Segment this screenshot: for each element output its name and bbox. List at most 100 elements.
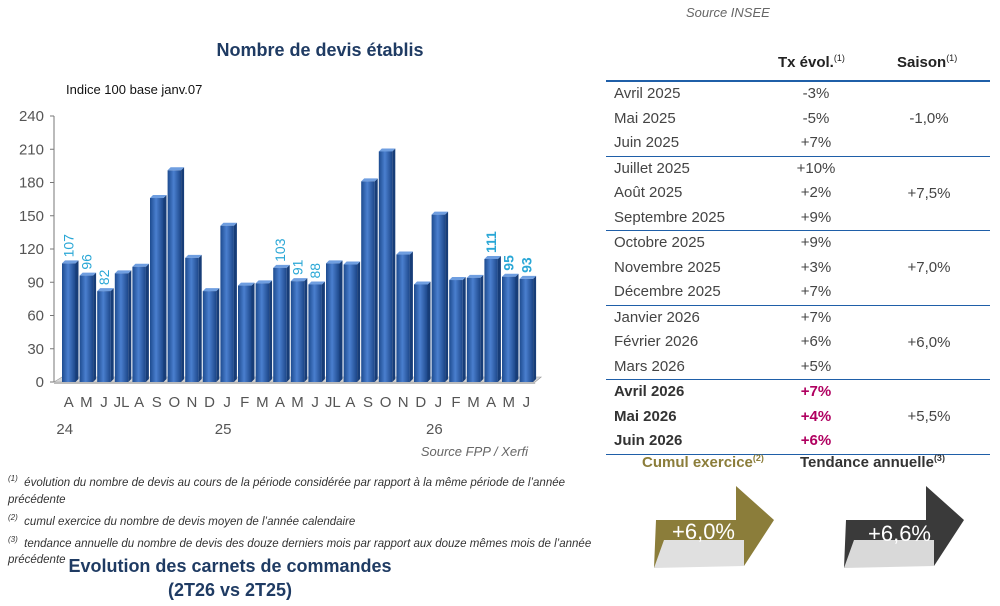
month-cell: Septembre 2025 bbox=[614, 208, 725, 226]
bar bbox=[396, 254, 410, 382]
x-tick-label: M bbox=[467, 394, 480, 411]
table-row: Mai 2026 +4% bbox=[606, 405, 990, 430]
bar-side bbox=[198, 254, 202, 382]
x-tick-label: A bbox=[134, 394, 144, 411]
bar bbox=[484, 258, 498, 382]
bar-top bbox=[167, 167, 185, 171]
data-label: 91 bbox=[290, 259, 306, 275]
x-tick-label: JL bbox=[114, 394, 130, 411]
month-cell: Juillet 2025 bbox=[614, 159, 690, 177]
x-tick-label: M bbox=[256, 394, 269, 411]
month-cell: Octobre 2025 bbox=[614, 234, 705, 251]
bar bbox=[238, 285, 252, 382]
bar-top bbox=[326, 260, 343, 264]
bar-side bbox=[216, 288, 220, 382]
bar bbox=[343, 264, 358, 382]
x-tick-label: M bbox=[503, 394, 516, 411]
bar-side bbox=[269, 280, 273, 382]
bar bbox=[79, 275, 94, 382]
table-header: Tx évol.(1) Saison(1) bbox=[606, 46, 990, 82]
bar-top bbox=[255, 280, 273, 284]
x-tick-label: J bbox=[523, 394, 531, 411]
x-tick-label: J bbox=[311, 394, 319, 411]
table-row: Juin 2025 +7% bbox=[606, 131, 990, 156]
x-tick-label: J bbox=[223, 394, 231, 411]
tx-cell: -3% bbox=[802, 85, 830, 102]
bar-top bbox=[308, 281, 325, 285]
bar-top bbox=[114, 270, 132, 274]
bar-side bbox=[357, 261, 361, 382]
chart-subtitle: Indice 100 base janv.07 bbox=[66, 82, 203, 97]
bar-top bbox=[484, 255, 501, 259]
col-tx-header: Tx évol.(1) bbox=[778, 53, 845, 71]
bar-top bbox=[79, 272, 97, 276]
bar-top bbox=[361, 178, 378, 182]
bar bbox=[290, 281, 305, 382]
table-row: Mars 2026 +5% bbox=[606, 355, 990, 380]
bar-top bbox=[414, 281, 431, 285]
insee-source: Source INSEE bbox=[686, 5, 770, 20]
x-tick-label: J bbox=[435, 394, 443, 411]
bar bbox=[202, 291, 217, 382]
table-row: Novembre 2025 +3% bbox=[606, 256, 990, 281]
x-tick-label: O bbox=[380, 394, 392, 411]
month-cell: Mars 2026 bbox=[614, 357, 685, 375]
bar-top bbox=[466, 274, 484, 278]
x-tick-label: J bbox=[100, 394, 108, 411]
evolution-table: Tx évol.(1) Saison(1) Avril 2025 -3% Mai 2… bbox=[606, 46, 990, 455]
month-cell: Juin 2025 bbox=[614, 134, 680, 151]
tx-cell: +6% bbox=[800, 432, 832, 449]
x-tick-label: N bbox=[187, 394, 198, 411]
table-row: Octobre 2025 +9% bbox=[606, 231, 990, 256]
tx-cell: +2% bbox=[800, 184, 832, 201]
table-group: Octobre 2025 +9% Novembre 2025 +3% Décembre … bbox=[606, 231, 990, 306]
table-row: Août 2025 +2% bbox=[606, 181, 990, 206]
bar bbox=[185, 257, 199, 382]
bar-top bbox=[185, 254, 202, 258]
bar bbox=[414, 284, 428, 382]
bar-top bbox=[449, 277, 466, 281]
x-tick-label: S bbox=[152, 394, 162, 411]
bar-side bbox=[515, 273, 519, 382]
bar bbox=[167, 170, 182, 382]
x-tick-label: A bbox=[275, 394, 285, 411]
x-tick-label: M bbox=[80, 394, 93, 411]
table-row: Juin 2026 +6% bbox=[606, 429, 990, 454]
bar bbox=[466, 277, 481, 382]
bar-side bbox=[480, 274, 484, 382]
chart-title: Nombre de devis établis bbox=[216, 40, 424, 60]
tx-cell: +9% bbox=[800, 234, 832, 251]
col-saison-header: Saison(1) bbox=[897, 53, 958, 71]
tendance-label: Tendance annuelle(3) bbox=[800, 453, 945, 471]
x-tick-label: O bbox=[169, 394, 181, 411]
footnotes: (1) évolution du nombre de devis au cour… bbox=[8, 470, 618, 569]
tendance-arrow-icon bbox=[844, 486, 964, 568]
bar-side bbox=[163, 195, 167, 382]
bar-side bbox=[93, 272, 97, 382]
bar-top bbox=[378, 148, 396, 152]
y-tick-label: 180 bbox=[19, 175, 44, 192]
data-label: 111 bbox=[483, 231, 499, 253]
table-group: Janvier 2026 +7% Février 2026 +6% Mars 2026 +… bbox=[606, 306, 990, 380]
tendance-value: +6,6% bbox=[868, 521, 931, 546]
month-cell: Avril 2026 bbox=[614, 383, 685, 400]
data-label: 88 bbox=[307, 263, 323, 279]
bar-side bbox=[321, 281, 325, 382]
y-tick-label: 240 bbox=[19, 108, 44, 125]
bar bbox=[449, 280, 463, 382]
saison-cell: +5,5% bbox=[907, 408, 951, 425]
table-row: Juillet 2025 +10% bbox=[606, 157, 990, 182]
tx-cell: +10% bbox=[796, 159, 836, 177]
bar-side bbox=[462, 277, 466, 382]
data-label: 95 bbox=[501, 255, 517, 271]
tx-cell: +5% bbox=[800, 357, 832, 375]
table-group: Avril 2026 +7% Mai 2026 +4% Juin 2026 +6% +5,5… bbox=[606, 380, 990, 455]
bar-side bbox=[286, 264, 290, 382]
bar bbox=[97, 291, 111, 382]
data-label: 93 bbox=[518, 257, 534, 273]
bar-side bbox=[145, 263, 149, 382]
x-tick-label: S bbox=[363, 394, 373, 411]
bar-top bbox=[396, 251, 413, 255]
bar-side bbox=[497, 255, 501, 382]
